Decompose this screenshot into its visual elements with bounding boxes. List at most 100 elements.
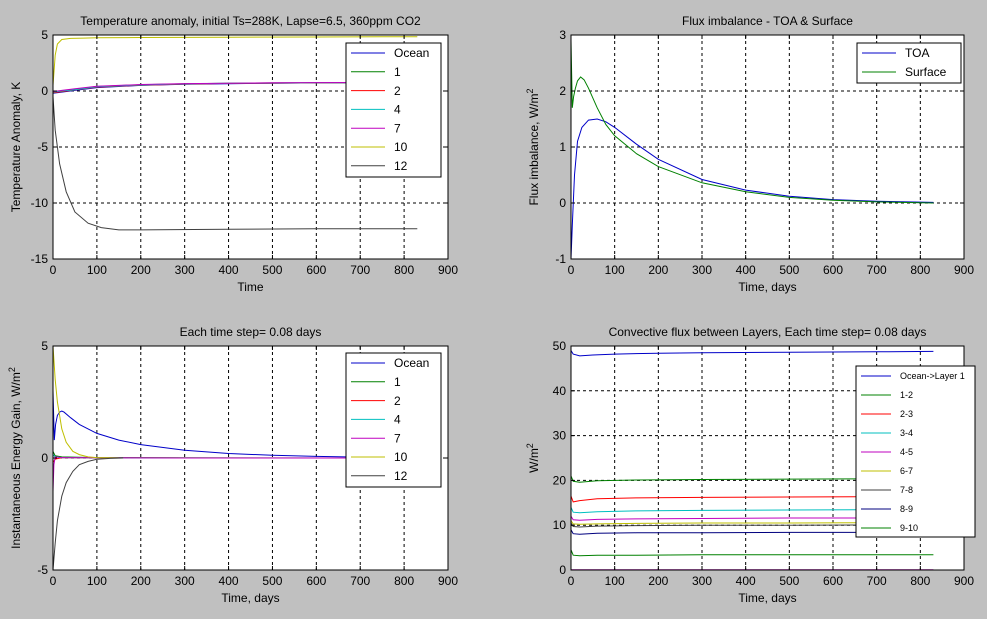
series-line-1-2: [570, 475, 934, 483]
y-tick-label: 20: [553, 473, 567, 487]
legend-label: 2-3: [900, 409, 913, 419]
legend-label: 1: [394, 65, 401, 79]
x-tick-label: 0: [568, 574, 575, 588]
x-tick-label: 600: [823, 574, 843, 588]
x-tick-label: 300: [175, 263, 195, 277]
x-tick-label: 800: [394, 574, 414, 588]
legend-label: 10: [394, 450, 408, 464]
x-axis-label: Time, days: [738, 591, 796, 605]
series-line-2-3: [570, 495, 934, 503]
series-line-surface: [570, 40, 934, 204]
x-tick-label: 300: [692, 574, 712, 588]
legend-label: Surface: [905, 65, 947, 79]
x-tick-label: 900: [438, 574, 458, 588]
legend-label: 7: [394, 431, 401, 445]
y-tick-label: 30: [553, 429, 567, 443]
legend-label: Ocean->Layer 1: [900, 371, 965, 381]
legend-label: 10: [394, 140, 408, 154]
x-tick-label: 400: [219, 263, 239, 277]
x-tick-label: 100: [87, 263, 107, 277]
y-tick-label: 5: [41, 339, 48, 353]
legend-label: Ocean: [394, 46, 429, 60]
y-tick-label: 0: [41, 451, 48, 465]
series-line-10: [52, 36, 418, 86]
x-axis-label: Time: [237, 280, 264, 294]
x-tick-label: 900: [438, 263, 458, 277]
x-tick-label: 300: [692, 263, 712, 277]
y-axis-label: W/m2: [525, 443, 541, 473]
legend-label: 7-8: [900, 485, 913, 495]
y-tick-label: 3: [559, 28, 566, 42]
x-tick-label: 200: [131, 263, 151, 277]
series-line-10: [52, 345, 119, 459]
series-line-6-7: [570, 520, 934, 525]
legend-label: TOA: [905, 46, 929, 60]
x-tick-label: 500: [779, 263, 799, 277]
chart-title: Temperature anomaly, initial Ts=288K, La…: [80, 14, 421, 28]
x-tick-label: 0: [50, 574, 57, 588]
x-tick-label: 900: [954, 574, 974, 588]
series-line-8-9: [570, 529, 934, 535]
x-tick-label: 600: [823, 263, 843, 277]
legend: Ocean->Layer 1 1-2 2-3 3-4 4-5 6-7 7-8 8-9 9-10: [855, 365, 976, 538]
legend-label: 7: [394, 121, 401, 135]
y-tick-label: 0: [41, 84, 48, 98]
y-tick-label: 40: [553, 384, 567, 398]
x-tick-label: 0: [568, 263, 575, 277]
series-line-12: [52, 96, 418, 231]
y-tick-label: 2: [559, 84, 566, 98]
y-tick-label: 0: [559, 563, 566, 577]
chart-title: Convective flux between Layers, Each tim…: [609, 325, 927, 339]
x-axis-label: Time, days: [738, 280, 796, 294]
chart-1: 0 100 200 300 400 500 600 700 800 900 -15 -10 -5 0 5 Te…: [9, 14, 458, 294]
series-line-4-5: [570, 515, 934, 521]
y-tick-label: 0: [559, 196, 566, 210]
y-tick-label: -5: [37, 563, 48, 577]
x-axis-label: Time, days: [221, 591, 279, 605]
y-tick-label: -10: [31, 196, 49, 210]
legend: TOA Surface: [856, 42, 962, 84]
series-line-3-4: [570, 507, 934, 514]
x-tick-label: 700: [350, 263, 370, 277]
x-tick-label: 200: [648, 263, 668, 277]
x-tick-label: 100: [87, 574, 107, 588]
x-tick-label: 200: [648, 574, 668, 588]
x-tick-label: 700: [867, 263, 887, 277]
x-tick-label: 700: [867, 574, 887, 588]
x-tick-label: 0: [50, 263, 57, 277]
chart-title: Each time step= 0.08 days: [180, 325, 322, 339]
x-tick-label: 500: [262, 263, 282, 277]
x-tick-label: 200: [131, 574, 151, 588]
x-tick-label: 800: [394, 263, 414, 277]
series-line-ocean: [52, 390, 361, 458]
y-axis-label: Flux imbalance, W/m2: [525, 88, 541, 205]
y-tick-label: -5: [37, 140, 48, 154]
x-tick-label: 500: [779, 574, 799, 588]
chart-title: Flux imbalance - TOA & Surface: [682, 14, 853, 28]
legend-label: 2: [394, 84, 401, 98]
x-tick-label: 800: [910, 574, 930, 588]
legend-label: 2: [394, 394, 401, 408]
legend-label: 4: [394, 413, 401, 427]
legend-label: 4-5: [900, 447, 913, 457]
legend-box: [345, 352, 442, 488]
x-tick-label: 600: [306, 263, 326, 277]
series-line-12: [52, 457, 124, 571]
series-line-9-10: [570, 549, 934, 557]
y-tick-label: 50: [553, 339, 567, 353]
legend-label: 9-10: [900, 523, 918, 533]
legend-label: 12: [394, 159, 408, 173]
x-tick-label: 400: [219, 574, 239, 588]
legend-label: 8-9: [900, 504, 913, 514]
y-tick-label: -15: [31, 252, 49, 266]
y-axis-label: Instantaneous Energy Gain, W/m2: [7, 367, 23, 549]
legend-label: 6-7: [900, 466, 913, 476]
legend-label: 4: [394, 103, 401, 117]
x-tick-label: 300: [175, 574, 195, 588]
y-tick-label: -1: [555, 252, 566, 266]
